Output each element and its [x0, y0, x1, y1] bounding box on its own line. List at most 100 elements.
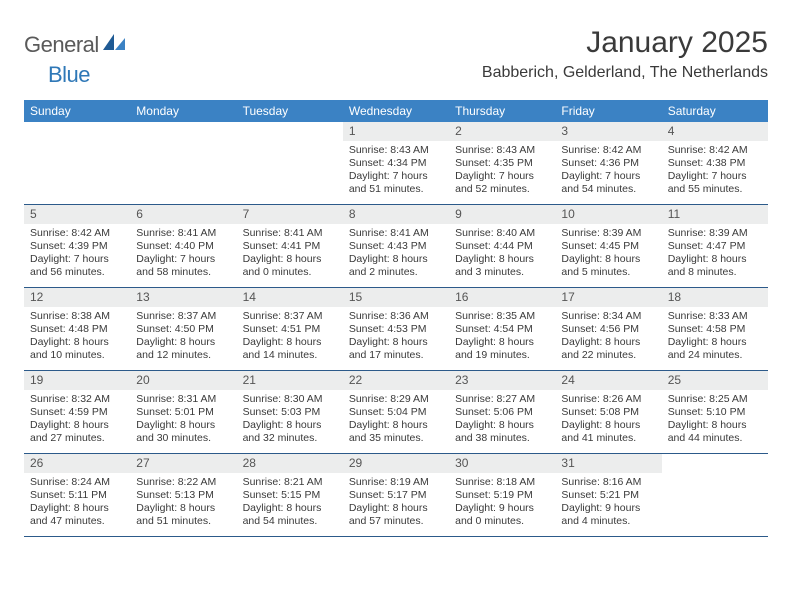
week-row: 26Sunrise: 8:24 AMSunset: 5:11 PMDayligh… — [24, 454, 768, 537]
day-body: Sunrise: 8:41 AMSunset: 4:43 PMDaylight:… — [343, 224, 449, 284]
day-cell: 12Sunrise: 8:38 AMSunset: 4:48 PMDayligh… — [24, 288, 130, 370]
day-body: Sunrise: 8:43 AMSunset: 4:34 PMDaylight:… — [343, 141, 449, 201]
day-number: 25 — [662, 371, 768, 390]
day-cell: 9Sunrise: 8:40 AMSunset: 4:44 PMDaylight… — [449, 205, 555, 287]
day-line: and 55 minutes. — [668, 183, 762, 196]
day-line: Daylight: 8 hours — [30, 502, 124, 515]
day-line: and 44 minutes. — [668, 432, 762, 445]
day-line: Sunset: 5:21 PM — [561, 489, 655, 502]
day-cell: 28Sunrise: 8:21 AMSunset: 5:15 PMDayligh… — [237, 454, 343, 536]
day-cell: 1Sunrise: 8:43 AMSunset: 4:34 PMDaylight… — [343, 122, 449, 204]
day-line: Sunset: 4:38 PM — [668, 157, 762, 170]
day-line: Sunset: 4:53 PM — [349, 323, 443, 336]
day-cell: 25Sunrise: 8:25 AMSunset: 5:10 PMDayligh… — [662, 371, 768, 453]
day-cell: 26Sunrise: 8:24 AMSunset: 5:11 PMDayligh… — [24, 454, 130, 536]
day-line: Sunrise: 8:42 AM — [668, 144, 762, 157]
day-number: 28 — [237, 454, 343, 473]
day-line: Daylight: 7 hours — [136, 253, 230, 266]
day-line: and 22 minutes. — [561, 349, 655, 362]
day-line: Sunrise: 8:29 AM — [349, 393, 443, 406]
day-body: Sunrise: 8:30 AMSunset: 5:03 PMDaylight:… — [237, 390, 343, 450]
day-line: and 32 minutes. — [243, 432, 337, 445]
day-cell: 11Sunrise: 8:39 AMSunset: 4:47 PMDayligh… — [662, 205, 768, 287]
weekday-header: Saturday — [662, 100, 768, 122]
day-number: 29 — [343, 454, 449, 473]
day-line: Sunrise: 8:25 AM — [668, 393, 762, 406]
day-line: Sunset: 5:08 PM — [561, 406, 655, 419]
week-row: 5Sunrise: 8:42 AMSunset: 4:39 PMDaylight… — [24, 205, 768, 288]
day-line: Sunset: 5:17 PM — [349, 489, 443, 502]
day-body: Sunrise: 8:41 AMSunset: 4:41 PMDaylight:… — [237, 224, 343, 284]
day-line: Daylight: 8 hours — [455, 253, 549, 266]
day-number: 13 — [130, 288, 236, 307]
day-body: Sunrise: 8:29 AMSunset: 5:04 PMDaylight:… — [343, 390, 449, 450]
day-body: Sunrise: 8:33 AMSunset: 4:58 PMDaylight:… — [662, 307, 768, 367]
day-line: Sunrise: 8:41 AM — [136, 227, 230, 240]
day-line: Sunset: 5:01 PM — [136, 406, 230, 419]
day-line: Sunrise: 8:30 AM — [243, 393, 337, 406]
day-body: Sunrise: 8:25 AMSunset: 5:10 PMDaylight:… — [662, 390, 768, 450]
day-number: 12 — [24, 288, 130, 307]
day-cell: 23Sunrise: 8:27 AMSunset: 5:06 PMDayligh… — [449, 371, 555, 453]
day-line: Sunset: 4:59 PM — [30, 406, 124, 419]
weeks-container: 1Sunrise: 8:43 AMSunset: 4:34 PMDaylight… — [24, 122, 768, 537]
sail-icon — [101, 32, 127, 52]
day-line: Daylight: 9 hours — [561, 502, 655, 515]
day-line: Sunrise: 8:39 AM — [668, 227, 762, 240]
day-line: Daylight: 7 hours — [455, 170, 549, 183]
day-cell: 4Sunrise: 8:42 AMSunset: 4:38 PMDaylight… — [662, 122, 768, 204]
weekday-header: Tuesday — [237, 100, 343, 122]
day-line: and 54 minutes. — [561, 183, 655, 196]
day-line: Daylight: 8 hours — [136, 502, 230, 515]
day-line: Daylight: 8 hours — [561, 419, 655, 432]
day-line: Sunrise: 8:18 AM — [455, 476, 549, 489]
day-line: Sunset: 4:48 PM — [30, 323, 124, 336]
day-line: Sunset: 4:47 PM — [668, 240, 762, 253]
week-row: 12 Sunrise: 8:38 AMSunset: 4:48 PM Dayligh… — [24, 288, 768, 371]
day-body: Sunrise: 8:22 AMSunset: 5:13 PMDaylight:… — [130, 473, 236, 533]
day-line: and 51 minutes. — [349, 183, 443, 196]
day-line: Sunset: 4:34 PM — [349, 157, 443, 170]
day-line: Daylight: 8 hours — [561, 253, 655, 266]
calendar-grid: SundayMondayTuesdayWednesdayThursdayFrid… — [24, 100, 768, 537]
day-line: Sunrise: 8:34 AM — [561, 310, 655, 323]
day-cell: 30Sunrise: 8:18 AMSunset: 5:19 PMDayligh… — [449, 454, 555, 536]
day-line: and 0 minutes. — [455, 515, 549, 528]
day-line: and 57 minutes. — [349, 515, 443, 528]
day-line: Daylight: 8 hours — [349, 253, 443, 266]
day-cell: 5Sunrise: 8:42 AMSunset: 4:39 PMDaylight… — [24, 205, 130, 287]
location-subtitle: Babberich, Gelderland, The Netherlands — [482, 64, 768, 82]
weekday-header: Monday — [130, 100, 236, 122]
day-line: Sunset: 5:19 PM — [455, 489, 549, 502]
day-body: Sunrise: 8:37 AMSunset: 4:51 PMDaylight:… — [237, 307, 343, 367]
day-line: Sunrise: 8:38 AM — [30, 310, 124, 323]
day-line: Sunset: 5:10 PM — [668, 406, 762, 419]
day-cell: 20Sunrise: 8:31 AMSunset: 5:01 PMDayligh… — [130, 371, 236, 453]
day-number: 17 — [555, 288, 661, 307]
day-number: 11 — [662, 205, 768, 224]
day-line: Sunrise: 8:40 AM — [455, 227, 549, 240]
weekday-header: Sunday — [24, 100, 130, 122]
day-line: and 8 minutes. — [668, 266, 762, 279]
day-body: Sunrise: 8:40 AMSunset: 4:44 PMDaylight:… — [449, 224, 555, 284]
day-line: and 0 minutes. — [243, 266, 337, 279]
day-line: Sunrise: 8:22 AM — [136, 476, 230, 489]
day-line: and 38 minutes. — [455, 432, 549, 445]
day-line: Sunrise: 8:42 AM — [30, 227, 124, 240]
day-line: and 19 minutes. — [455, 349, 549, 362]
day-line: Daylight: 8 hours — [455, 336, 549, 349]
week-row: 1Sunrise: 8:43 AMSunset: 4:34 PMDaylight… — [24, 122, 768, 205]
weekday-header-row: SundayMondayTuesdayWednesdayThursdayFrid… — [24, 100, 768, 122]
day-number: 16 — [449, 288, 555, 307]
day-line: and 5 minutes. — [561, 266, 655, 279]
day-number: 2 — [449, 122, 555, 141]
day-body: Sunrise: 8:19 AMSunset: 5:17 PMDaylight:… — [343, 473, 449, 533]
day-number: 10 — [555, 205, 661, 224]
day-body: Sunrise: 8:39 AMSunset: 4:45 PMDaylight:… — [555, 224, 661, 284]
day-line: and 52 minutes. — [455, 183, 549, 196]
day-line: and 3 minutes. — [455, 266, 549, 279]
day-number: 1 — [343, 122, 449, 141]
day-number: 19 — [24, 371, 130, 390]
day-line: Sunset: 5:13 PM — [136, 489, 230, 502]
day-cell: 8Sunrise: 8:41 AMSunset: 4:43 PMDaylight… — [343, 205, 449, 287]
